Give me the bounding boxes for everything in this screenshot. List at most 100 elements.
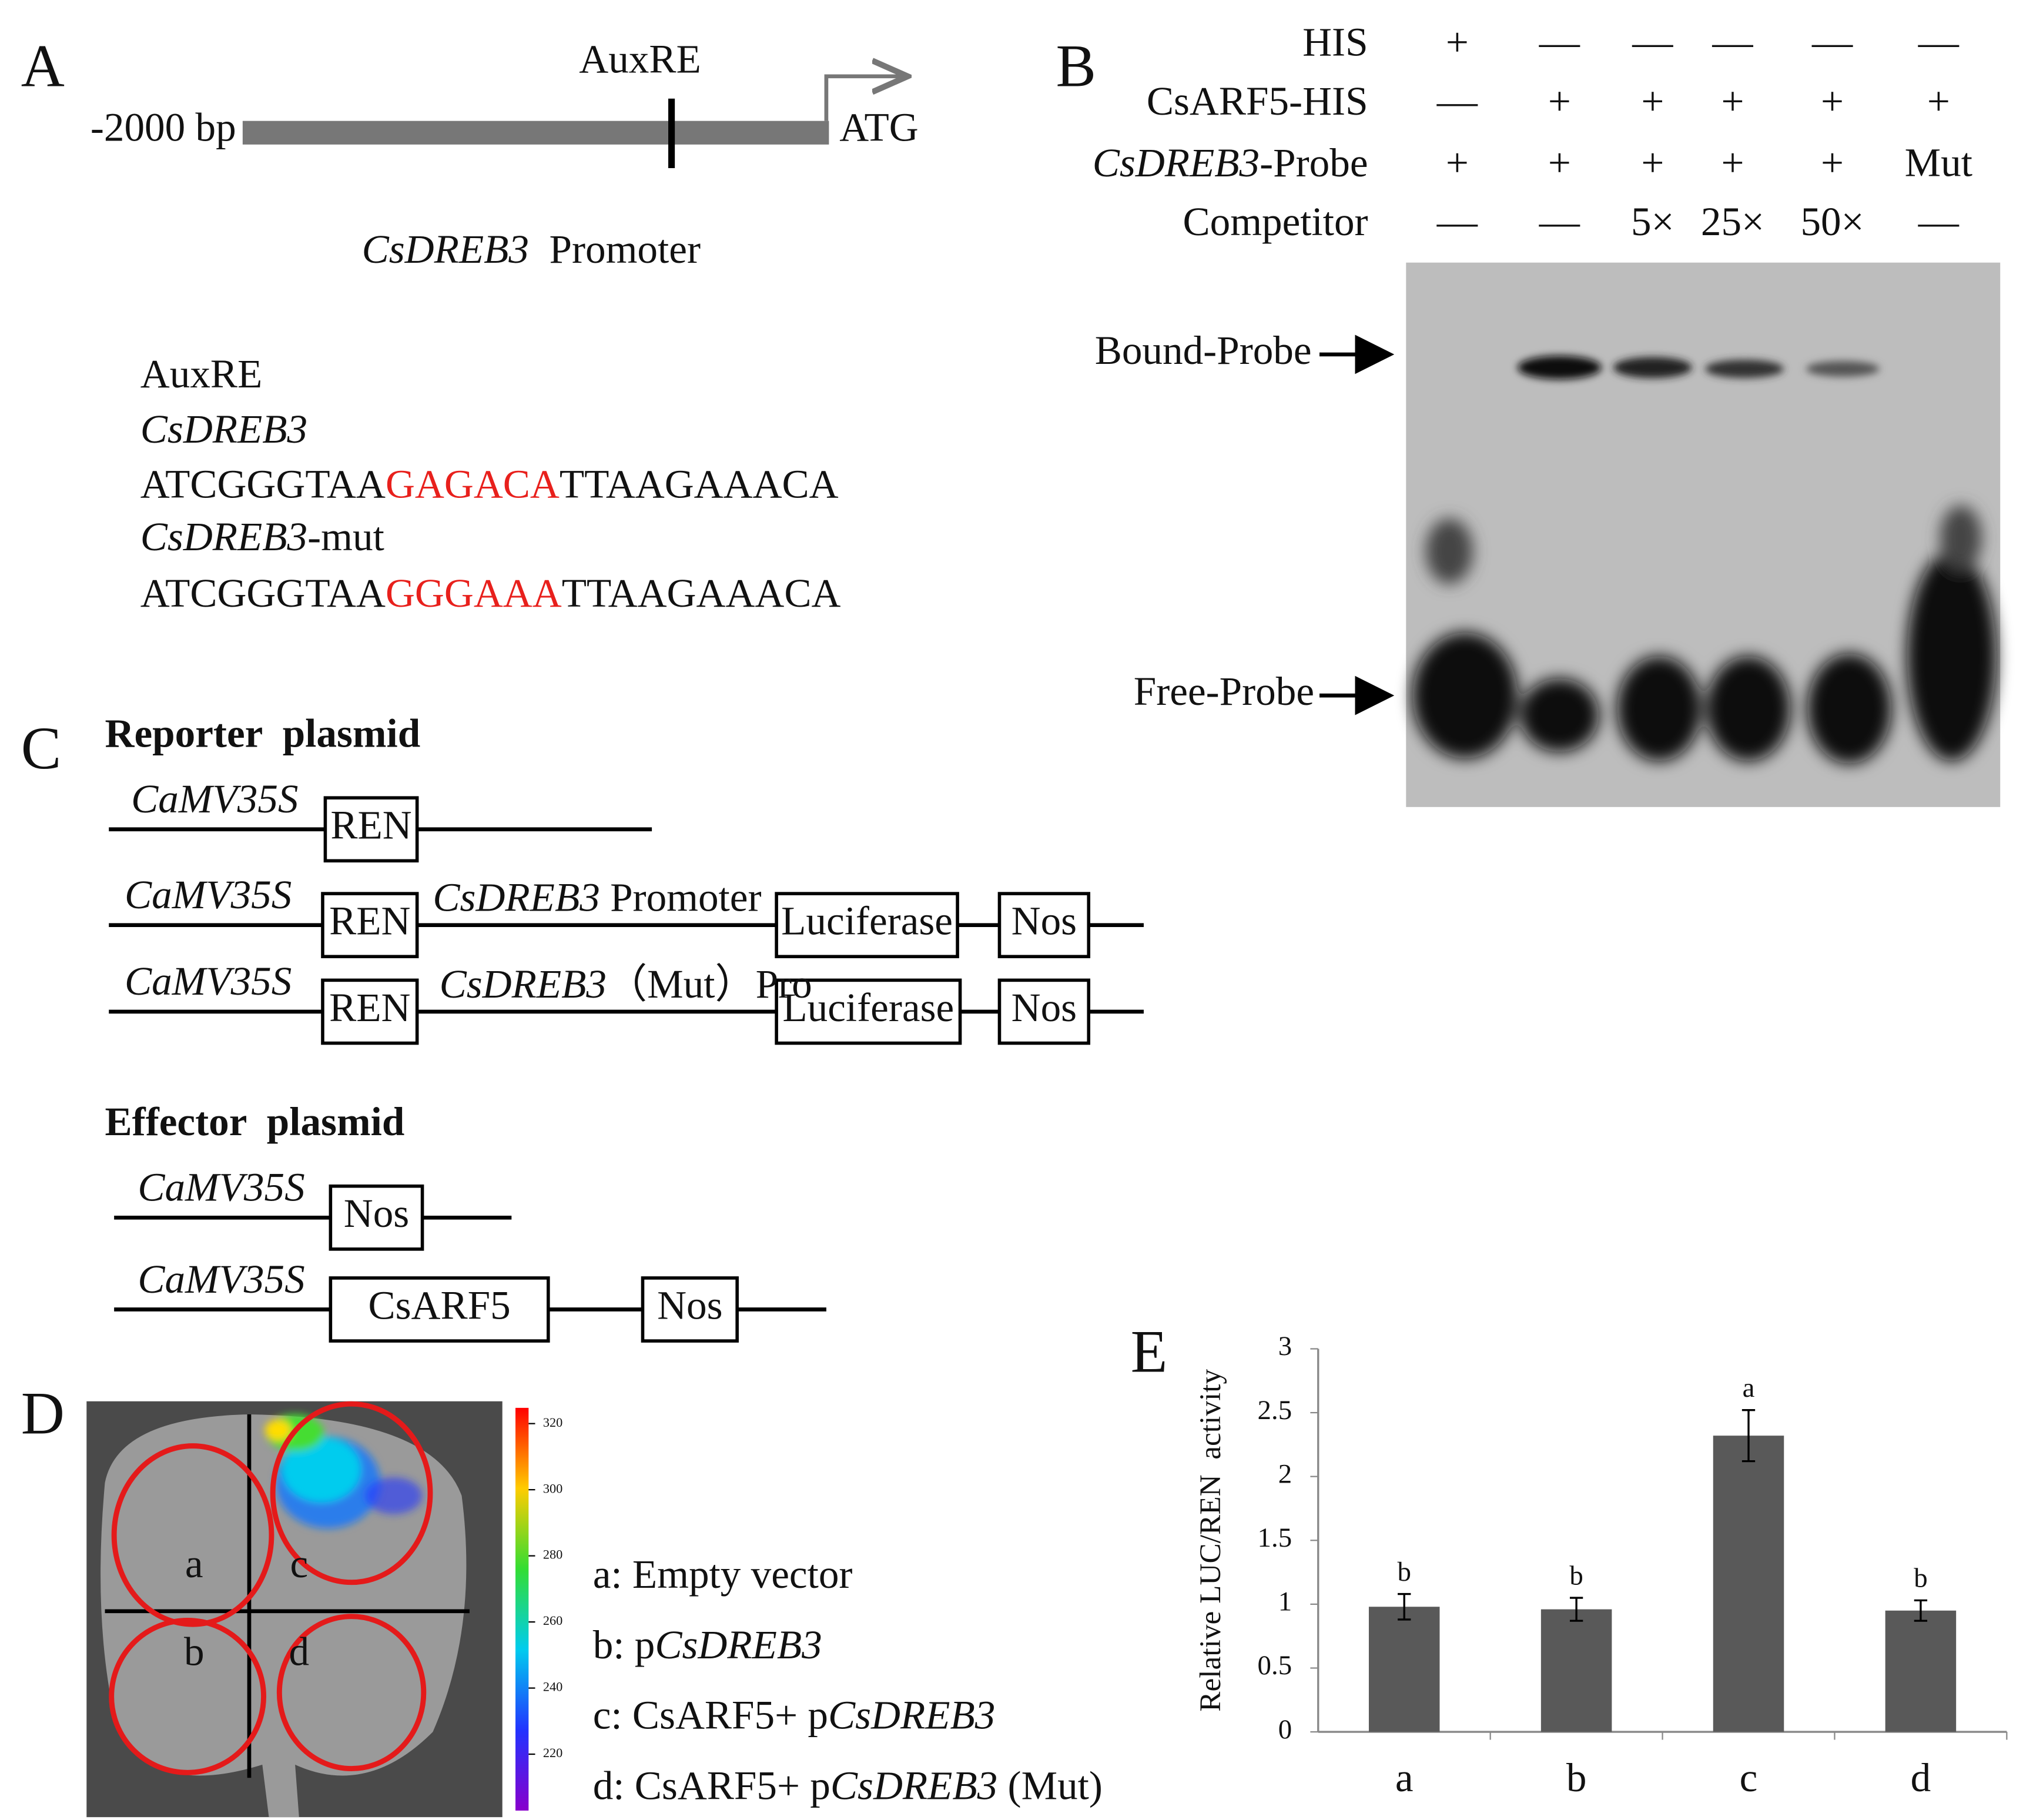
gel-free-bands (1412, 505, 1997, 764)
text-segment: Promoter (529, 226, 701, 272)
text-segment: ATCGGGTAA (140, 570, 386, 615)
lane-value: + (1446, 19, 1469, 64)
construct-box (329, 1184, 424, 1251)
text-segment: CsDREB3 (828, 1692, 995, 1738)
text-segment: GAGACA (386, 461, 560, 506)
lane-value: — (1632, 19, 1673, 64)
text-segment: TTAAGAAACA (562, 570, 841, 615)
sequence: CsDREB3-mut (140, 514, 384, 559)
insert-label: CsDREB3（Mut）Pro (440, 961, 812, 1006)
text-segment: -mut (307, 514, 384, 559)
text-segment: CsDREB3 (830, 1762, 997, 1808)
lane-value: — (1436, 199, 1478, 244)
text-segment: CsDREB3 (140, 406, 307, 451)
construct-box (323, 796, 419, 863)
legend-entry: a: Empty vector (593, 1551, 853, 1597)
text-segment: c: CsARF5+ p (593, 1692, 828, 1738)
promoter-label: CaMV35S (138, 1256, 304, 1302)
colorbar-label: 280 (543, 1547, 562, 1562)
sector-label: a (185, 1541, 203, 1586)
construct-box (329, 1276, 550, 1343)
y-tick-label: 3 (1278, 1331, 1292, 1361)
sequence: ATCGGGTAAGGGAAATTAAGAAACA (140, 570, 841, 615)
leaf (101, 1414, 467, 1818)
panel-label: D (21, 1381, 65, 1447)
text-segment: Competitor (1183, 199, 1368, 244)
lane-value: + (1641, 78, 1664, 123)
luminescence (264, 1414, 423, 1529)
text-segment: d: CsARF5+ p (593, 1762, 830, 1808)
text-segment: Promoter (600, 874, 762, 919)
x-tick-label: c (1740, 1755, 1758, 1800)
sector-label: b (184, 1629, 205, 1674)
panel-label: A (21, 34, 65, 100)
text-segment: CsDREB3 (1093, 140, 1260, 185)
text-segment: ATCGGGTAA (140, 461, 386, 506)
bar (1368, 1607, 1440, 1732)
text-segment: HIS (1302, 19, 1368, 64)
sequence: ATCGGGTAAGAGACATTAAGAAACA (140, 461, 839, 506)
lane-value: — (1436, 78, 1478, 123)
box-label: REN (330, 802, 411, 848)
promoter-label: CaMV35S (138, 1165, 304, 1210)
significance-label: a (1743, 1373, 1755, 1403)
colorbar-label: 300 (543, 1481, 562, 1496)
bar (1713, 1436, 1784, 1732)
legend-entry: d: CsARF5+ pCsDREB3 (Mut) (593, 1762, 1103, 1808)
significance-label: b (1914, 1563, 1927, 1594)
construct-box (775, 892, 959, 959)
marker-label: AuxRE (579, 36, 701, 81)
text-segment: （Mut）Pro (607, 961, 812, 1006)
lane-value: + (1721, 78, 1744, 123)
error-bar (1741, 1409, 1756, 1463)
text-segment: CsDREB3 (140, 514, 307, 559)
lane-value: + (1821, 140, 1844, 185)
lane-value: + (1927, 78, 1950, 123)
lane-value: + (1446, 140, 1469, 185)
circles (109, 1401, 433, 1775)
y-tick-label: 1.5 (1258, 1523, 1292, 1553)
lane-value: — (1539, 19, 1580, 64)
colorbar (515, 1407, 529, 1811)
box-label: Nos (1012, 985, 1077, 1030)
sequence: AuxRE (140, 351, 263, 396)
y-tick-label: 0 (1278, 1714, 1292, 1745)
panel-label: B (1056, 34, 1096, 100)
bar (1885, 1610, 1957, 1732)
text-segment: CsARF5-HIS (1147, 78, 1368, 123)
row-label: HIS (1302, 19, 1368, 64)
lane-value: + (1641, 140, 1664, 185)
insert-label: CsDREB3 Promoter (433, 874, 761, 919)
box-label: Nos (344, 1190, 409, 1236)
band-label: Bound-Probe (1095, 327, 1312, 373)
box-label: REN (329, 985, 410, 1030)
text-segment: CsDREB3 (655, 1622, 822, 1667)
text-segment: b: p (593, 1622, 655, 1667)
significance-label: b (1398, 1557, 1411, 1587)
gel-bands (1517, 356, 1880, 380)
row-label: CsDREB3-Probe (1093, 140, 1368, 185)
sector-label: c (290, 1541, 308, 1586)
panel-label: E (1131, 1319, 1168, 1386)
construct-box (641, 1276, 739, 1343)
construct-box (775, 978, 962, 1045)
lane-value: + (1548, 140, 1571, 185)
lane-value: + (1821, 78, 1844, 123)
text-segment: -Probe (1260, 140, 1368, 185)
sequence: CsDREB3 (140, 406, 307, 451)
text-segment: CsDREB3 (433, 874, 599, 919)
box-label: Luciferase (782, 985, 954, 1030)
x-tick-label: d (1911, 1755, 1931, 1800)
promoter-label: CaMV35S (125, 872, 292, 917)
legend-entry: b: pCsDREB3 (593, 1622, 822, 1667)
lane-value: Mut (1905, 140, 1972, 185)
promoter-label: CaMV35S (125, 958, 292, 1003)
y-tick-label: 2 (1278, 1458, 1292, 1489)
box-label: Nos (1012, 898, 1077, 944)
colorbar-label: 260 (543, 1613, 562, 1628)
legend-entry: c: CsARF5+ pCsDREB3 (593, 1692, 996, 1738)
construct-box (321, 892, 419, 959)
text-segment: AuxRE (140, 351, 263, 396)
band-label: Free-Probe (1134, 668, 1314, 714)
